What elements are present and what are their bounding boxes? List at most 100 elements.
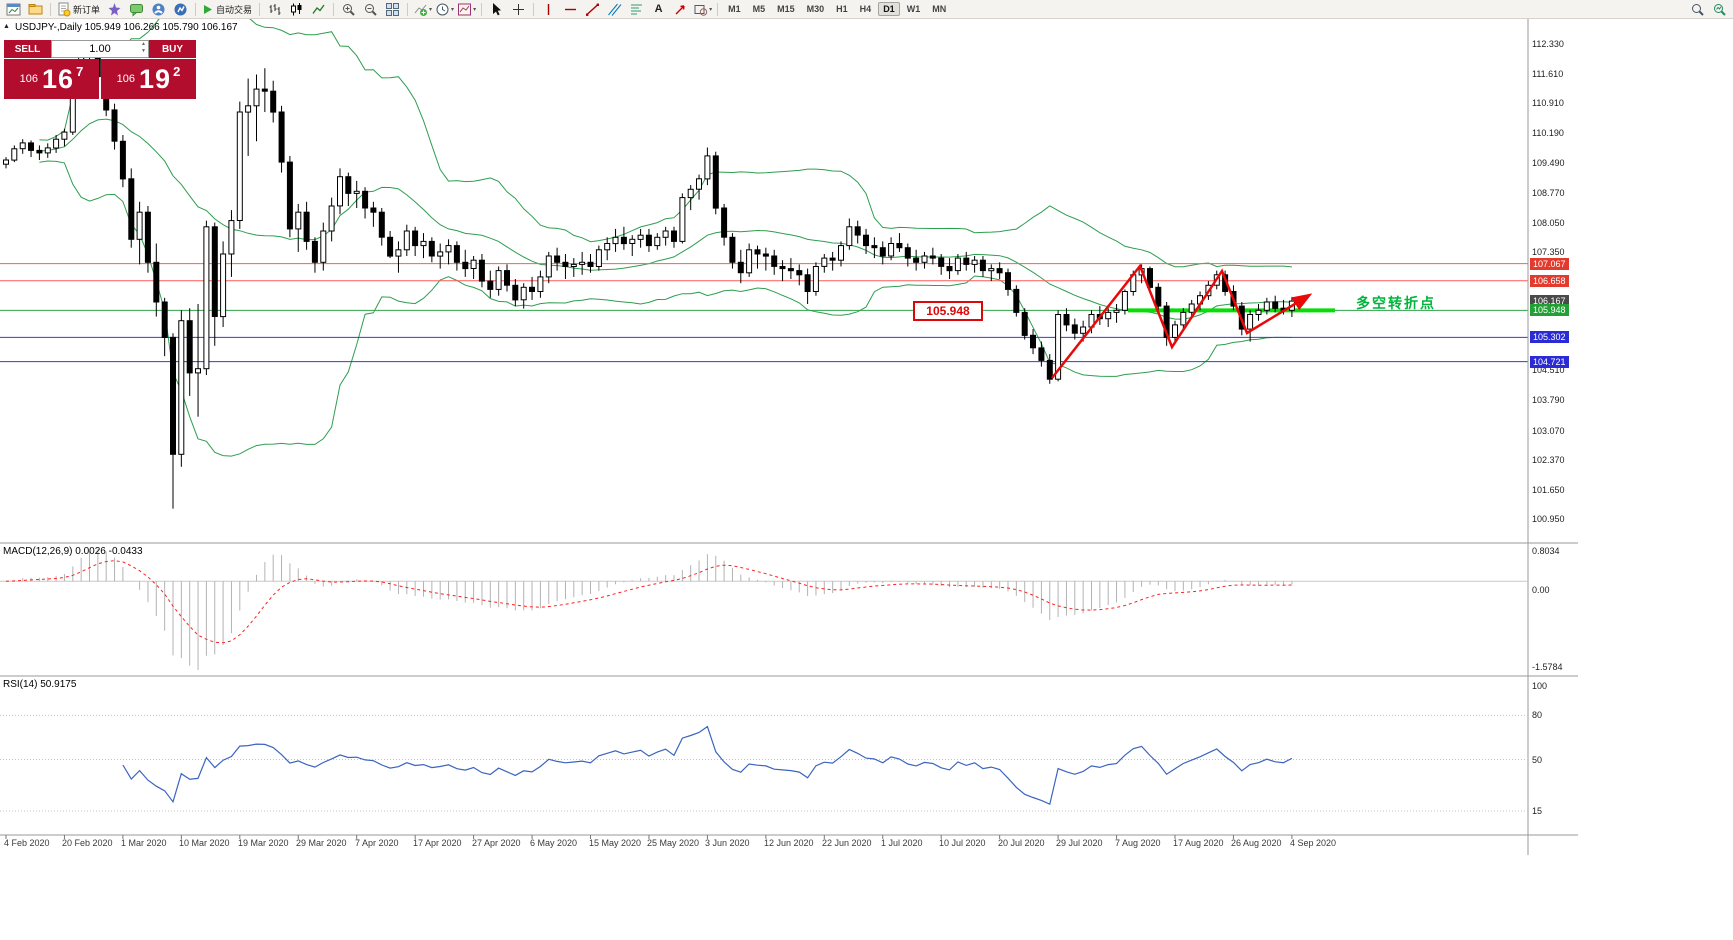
candle-body [195, 368, 201, 374]
sell-price[interactable]: 106 16 7 [4, 59, 99, 99]
mql-wizard-icon[interactable] [104, 1, 125, 18]
vertical-line-icon[interactable] [538, 1, 559, 18]
candle-body [838, 245, 844, 261]
timeframe-m1[interactable]: M1 [728, 4, 741, 14]
candle-body [311, 240, 318, 263]
price-annotation[interactable]: 105.948 [913, 301, 983, 321]
timeframe-m15[interactable]: M15 [777, 4, 795, 14]
rsi-indicator-label: RSI(14) 50.9175 [3, 679, 77, 690]
timeframe-mn[interactable]: MN [932, 4, 947, 14]
bar-chart-icon[interactable] [264, 1, 285, 18]
indicators-icon[interactable]: ▾ [412, 1, 433, 18]
candle-body [253, 88, 260, 107]
candle-body [1255, 309, 1262, 315]
candle-body [620, 236, 627, 245]
toolbar-separator [259, 2, 261, 16]
candle-body [1155, 286, 1162, 307]
chevron-down-icon: ▾ [451, 6, 455, 13]
candle-body [821, 257, 828, 267]
candle-body [954, 257, 961, 272]
sell-button[interactable]: SELL [4, 40, 51, 58]
candle-body [779, 266, 786, 270]
line-chart-icon[interactable] [308, 1, 329, 18]
candlestick-chart-icon[interactable] [286, 1, 307, 18]
spinner-up-icon[interactable]: ▲ [141, 41, 146, 47]
trendline-icon[interactable] [582, 1, 603, 18]
lot-size-input[interactable]: 1.00 ▲ ▼ [51, 40, 149, 58]
candle-body [1172, 324, 1178, 338]
zoom-out-icon[interactable] [360, 1, 381, 18]
chat-icon[interactable] [126, 1, 147, 18]
candle-body [938, 257, 945, 267]
chart-canvas[interactable] [0, 18, 1578, 855]
candle-body [186, 320, 193, 374]
candle-body [53, 138, 60, 149]
lot-spinner[interactable]: ▲ ▼ [141, 41, 146, 55]
crosshair-icon[interactable] [508, 1, 529, 18]
candle-body [28, 142, 34, 151]
templates-icon[interactable]: ▾ [456, 1, 477, 18]
turning-point-label[interactable]: 多空转折点 [1356, 295, 1436, 311]
candle-body [428, 240, 435, 257]
profiles-icon[interactable] [25, 1, 46, 18]
shapes-icon[interactable]: ▾ [692, 1, 713, 18]
candle-body [787, 268, 794, 272]
candle-body [746, 249, 753, 274]
arrows-icon[interactable] [670, 1, 691, 18]
candle-body [128, 178, 135, 240]
timeframe-d1[interactable]: D1 [878, 2, 900, 16]
sell-price-pips: 16 [42, 63, 75, 94]
timeframe-toolbar: M1 M5 M15 M30 H1 H4 D1 W1 MN [722, 2, 952, 16]
new-order-button[interactable]: 新订单 [55, 1, 103, 18]
candle-body [370, 207, 377, 213]
timeframe-h1[interactable]: H1 [836, 4, 848, 14]
tile-windows-icon[interactable] [382, 1, 403, 18]
candle-body [1013, 288, 1020, 313]
timeframe-h4[interactable]: H4 [859, 4, 872, 14]
rsi-line [122, 725, 1293, 806]
candle-body [704, 155, 711, 180]
candle-body [61, 131, 68, 140]
candle-body [1021, 311, 1028, 336]
candle-body [729, 236, 736, 263]
sell-price-point: 7 [76, 63, 84, 79]
candle-body [228, 220, 235, 255]
buy-price[interactable]: 106 19 2 [101, 59, 196, 99]
search-icon[interactable] [1687, 1, 1708, 18]
chevron-down-icon: ▾ [473, 6, 477, 13]
zoom-in-icon[interactable] [338, 1, 359, 18]
candle-body [1247, 314, 1254, 330]
candle-body [403, 230, 410, 251]
fibonacci-icon[interactable] [626, 1, 647, 18]
bollinger-band-line [39, 118, 1292, 320]
candle-body [812, 266, 819, 292]
horizontal-line-icon[interactable] [560, 1, 581, 18]
community-icon[interactable] [148, 1, 169, 18]
cursor-icon[interactable] [486, 1, 507, 18]
timeframe-w1[interactable]: W1 [906, 4, 921, 14]
autotrading-button[interactable]: 自动交易 [200, 1, 255, 18]
candle-body [1063, 314, 1070, 326]
text-icon[interactable]: A [654, 3, 663, 15]
new-chart-icon[interactable] [3, 1, 24, 18]
magnifier-chart-icon[interactable] [1709, 1, 1730, 18]
market-icon[interactable] [170, 1, 191, 18]
candle-body [378, 211, 385, 238]
spinner-down-icon[interactable]: ▼ [141, 48, 146, 54]
timeframe-m30[interactable]: M30 [806, 4, 825, 14]
candle-body [988, 268, 995, 272]
chart-title: USDJPY-,Daily 105.949 106.266 105.790 10… [15, 22, 238, 33]
candle-body [913, 257, 920, 263]
toolbar-separator [533, 2, 535, 16]
symbol-info-icon[interactable]: ▲ [3, 23, 10, 30]
candle-body [879, 247, 886, 257]
buy-button[interactable]: BUY [149, 40, 196, 58]
candle-body [921, 255, 928, 263]
periods-icon[interactable]: ▾ [434, 1, 455, 18]
candle-body [295, 211, 302, 230]
candle-body [888, 243, 895, 257]
candle-body [504, 270, 510, 286]
timeframe-m5[interactable]: M5 [752, 4, 766, 14]
channel-icon[interactable] [604, 1, 625, 18]
candle-body [671, 230, 677, 242]
